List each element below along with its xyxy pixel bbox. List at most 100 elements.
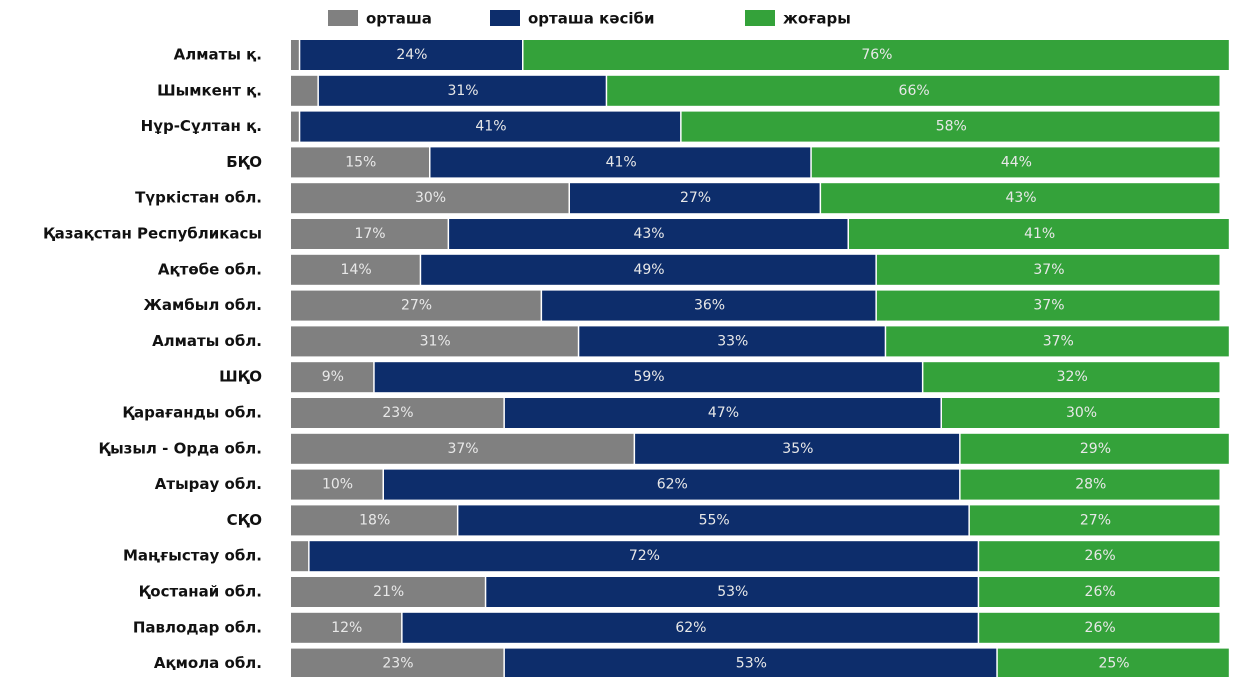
category-label: Алматы обл. — [152, 332, 262, 350]
bar-segment — [876, 290, 1220, 321]
category-label: Түркістан обл. — [135, 189, 262, 207]
value-label: 18% — [359, 512, 390, 528]
bar-segment — [923, 362, 1220, 393]
value-label: 31% — [447, 83, 478, 99]
category-label: Ақмола обл. — [154, 654, 262, 672]
bar-segment — [876, 254, 1220, 285]
bar-segment — [291, 398, 504, 428]
bar-segment — [504, 648, 997, 677]
legend-label: орташа кәсіби — [528, 10, 655, 28]
value-label: 58% — [936, 119, 967, 135]
bar-segment — [486, 577, 978, 607]
bar-segment — [523, 40, 1229, 70]
value-label: 32% — [1057, 369, 1088, 385]
category-label: Ақтөбе обл. — [158, 260, 262, 278]
value-label: 53% — [717, 584, 748, 600]
bar-segment — [291, 183, 569, 214]
value-label: 53% — [736, 656, 767, 672]
bar-segment — [821, 183, 1220, 214]
value-label: 17% — [354, 226, 385, 242]
bar-segment — [291, 219, 448, 249]
bar-segment — [681, 111, 1220, 142]
value-label: 36% — [694, 298, 725, 314]
bar-segment — [384, 469, 960, 500]
value-label: 62% — [657, 477, 688, 493]
value-label: 35% — [782, 441, 813, 457]
bar-segment — [960, 433, 1229, 464]
bar-segment — [458, 505, 969, 536]
value-label: 66% — [899, 83, 930, 99]
bar-segment — [635, 433, 960, 464]
value-label: 23% — [382, 405, 413, 421]
value-label: 37% — [1043, 333, 1074, 349]
bar-segment — [430, 147, 811, 178]
bar-segment — [886, 326, 1229, 357]
value-label: 29% — [1080, 441, 1111, 457]
value-label: 26% — [1085, 548, 1116, 564]
value-label: 31% — [420, 333, 451, 349]
value-label: 25% — [1098, 656, 1129, 672]
value-label: 43% — [1005, 190, 1036, 206]
value-label: 59% — [633, 369, 664, 385]
category-label: СҚО — [227, 511, 262, 529]
bar-segment — [579, 326, 885, 357]
bar-segment — [291, 290, 541, 321]
category-label: Маңғыстау обл. — [123, 547, 262, 565]
bar-segment — [291, 147, 429, 178]
bar-segment — [291, 40, 299, 70]
category-label: Қазақстан Республикасы — [43, 225, 262, 243]
bar-segment — [979, 541, 1220, 572]
bar-segment — [542, 290, 876, 321]
bar-segment — [291, 505, 457, 536]
value-label: 41% — [475, 119, 506, 135]
category-label: Қызыл - Орда обл. — [98, 439, 262, 457]
value-label: 76% — [861, 47, 892, 63]
bar-segment — [421, 254, 876, 285]
bar-segment — [607, 75, 1220, 106]
bar-segment — [849, 219, 1229, 249]
bar-segment — [291, 254, 420, 285]
value-label: 41% — [606, 154, 637, 170]
bar-segment — [979, 612, 1220, 643]
bar-segment — [960, 469, 1220, 500]
bar-segment — [300, 40, 522, 70]
bar-segment — [969, 505, 1220, 536]
value-label: 41% — [1024, 226, 1055, 242]
bar-segment — [291, 433, 634, 464]
category-label: Алматы қ. — [174, 46, 262, 64]
value-label: 23% — [382, 656, 413, 672]
bar-segment — [291, 469, 383, 500]
value-label: 44% — [1001, 154, 1032, 170]
category-label: ШҚО — [219, 368, 262, 386]
category-label: Қостанай обл. — [139, 583, 262, 601]
bar-segment — [291, 326, 578, 357]
value-label: 37% — [1033, 262, 1064, 278]
bar-segment — [291, 111, 299, 142]
bar-segment — [291, 612, 402, 643]
legend-swatch — [745, 10, 775, 26]
value-label: 49% — [633, 262, 664, 278]
bar-segment — [374, 362, 922, 393]
legend-swatch — [490, 10, 520, 26]
value-label: 24% — [396, 47, 427, 63]
value-label: 27% — [401, 298, 432, 314]
bar-segment — [291, 648, 504, 677]
category-label: Павлодар обл. — [133, 618, 262, 636]
category-label: Қарағанды обл. — [122, 404, 262, 422]
category-label: Жамбыл обл. — [144, 296, 262, 314]
bar-segment — [291, 362, 374, 393]
bar-segment — [504, 398, 941, 428]
value-label: 26% — [1085, 620, 1116, 636]
bar-segment — [402, 612, 978, 643]
bar-segment — [300, 111, 681, 142]
value-label: 21% — [373, 584, 404, 600]
value-label: 43% — [633, 226, 664, 242]
bar-segment — [291, 577, 485, 607]
legend-label: орташа — [366, 10, 432, 28]
value-label: 10% — [322, 477, 353, 493]
category-label: Атырау обл. — [155, 475, 262, 493]
bar-segment — [811, 147, 1220, 178]
value-label: 28% — [1075, 477, 1106, 493]
category-label: Шымкент қ. — [157, 81, 262, 99]
